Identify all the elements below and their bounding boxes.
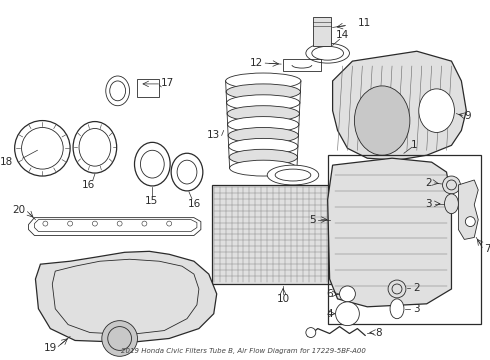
Text: 3: 3 [425, 199, 432, 209]
Text: 20: 20 [12, 205, 25, 215]
Text: 10: 10 [276, 294, 290, 304]
Text: 2: 2 [425, 178, 432, 188]
Ellipse shape [229, 138, 298, 154]
Text: 16: 16 [188, 199, 201, 209]
Bar [328, 155, 481, 324]
Text: 8: 8 [375, 328, 382, 338]
Text: 2019 Honda Civic Filters Tube B, Air Flow Diagram for 17229-5BF-A00: 2019 Honda Civic Filters Tube B, Air Flo… [121, 348, 366, 354]
Circle shape [15, 121, 70, 176]
Text: 14: 14 [336, 30, 349, 40]
Text: 13: 13 [207, 130, 220, 140]
Ellipse shape [229, 149, 297, 165]
Circle shape [340, 286, 355, 302]
Ellipse shape [267, 165, 318, 185]
Polygon shape [459, 180, 478, 239]
Circle shape [466, 217, 475, 226]
Bar [313, 17, 331, 46]
Ellipse shape [134, 142, 170, 186]
Ellipse shape [106, 76, 129, 106]
Text: 16: 16 [82, 180, 96, 190]
Text: 5: 5 [309, 215, 316, 225]
Ellipse shape [225, 73, 301, 89]
Ellipse shape [226, 84, 300, 100]
Text: 17: 17 [161, 78, 174, 88]
Circle shape [388, 280, 406, 298]
Polygon shape [333, 51, 466, 160]
Text: 11: 11 [357, 18, 370, 28]
Ellipse shape [390, 299, 404, 319]
Text: 12: 12 [250, 58, 263, 68]
Text: 7: 7 [484, 244, 490, 254]
Text: 1: 1 [411, 140, 417, 150]
Ellipse shape [354, 86, 410, 155]
Ellipse shape [444, 194, 459, 214]
Circle shape [102, 321, 138, 356]
Polygon shape [35, 251, 217, 342]
Ellipse shape [226, 95, 300, 111]
Bar [138, 79, 159, 97]
Text: 3: 3 [413, 304, 419, 314]
Ellipse shape [171, 153, 203, 191]
Circle shape [306, 328, 316, 337]
Bar [212, 185, 355, 284]
Circle shape [336, 302, 359, 325]
Polygon shape [328, 158, 451, 307]
Text: 9: 9 [465, 111, 471, 121]
Text: 15: 15 [145, 196, 158, 206]
Ellipse shape [73, 122, 117, 173]
Ellipse shape [228, 127, 298, 143]
Text: 6: 6 [326, 289, 333, 299]
Text: 4: 4 [326, 309, 333, 319]
Ellipse shape [230, 160, 297, 176]
Ellipse shape [227, 106, 299, 122]
Polygon shape [52, 259, 199, 334]
Ellipse shape [306, 43, 349, 63]
Bar [283, 59, 321, 71]
Ellipse shape [228, 117, 299, 132]
Circle shape [442, 176, 461, 194]
Text: 19: 19 [44, 343, 57, 354]
Text: 18: 18 [0, 157, 13, 167]
Ellipse shape [419, 89, 454, 132]
Text: 2: 2 [413, 283, 419, 293]
